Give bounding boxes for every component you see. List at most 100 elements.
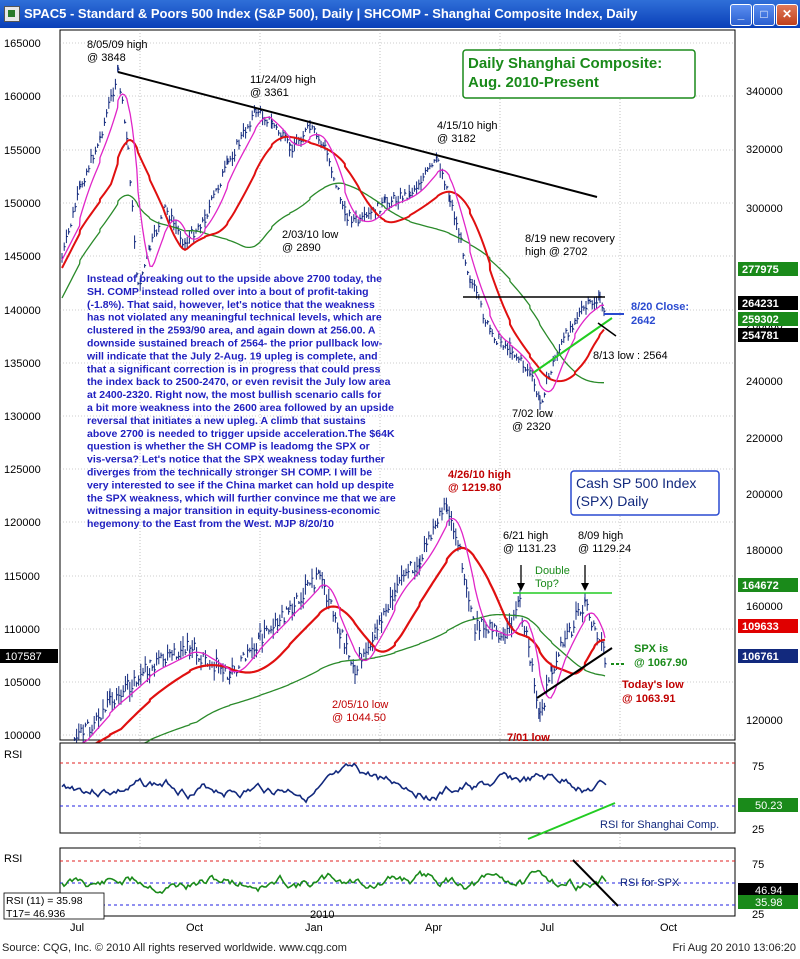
spx-ma-fast (69, 517, 606, 751)
rsi-shanghai-note: RSI for Shanghai Comp. (600, 819, 719, 831)
chart-area: 165000 160000 155000 150000 145000 140000 1350… (0, 28, 800, 938)
price-bar-tick (322, 144, 325, 147)
price-bar-tick (247, 649, 250, 652)
rsi-shanghai-tag (738, 798, 798, 812)
left-tick-label: 100000 (4, 730, 41, 742)
price-bar-tick (476, 291, 479, 294)
price-bar-tick (556, 660, 559, 663)
window-title: SPAC5 - Standard & Poors 500 Index (S&P … (24, 6, 638, 21)
price-bar-tick (404, 191, 407, 195)
price-bar-tick (104, 121, 107, 124)
price-bar-tick (127, 147, 130, 149)
price-bar-tick (151, 666, 155, 669)
year-label: 2010 (310, 909, 334, 921)
price-bar-tick (584, 599, 587, 601)
left-tick-label: 115000 (4, 571, 40, 583)
annotation-spx-now: SPX is @ 1067.90 (634, 643, 688, 669)
left-axis: 165000 160000 155000 150000 145000 140000 1350… (4, 38, 41, 742)
price-bar-tick (431, 164, 434, 167)
price-bar-tick (124, 121, 127, 124)
annotation-high-apr: 4/15/10 high @ 3182 (437, 120, 498, 145)
maximize-button[interactable]: □ (753, 4, 775, 26)
price-bar-tick (576, 317, 580, 320)
price-bar-tick (453, 530, 456, 533)
price-bar-tick (229, 671, 232, 674)
price-bar-tick (487, 320, 490, 323)
price-bar-tick (106, 112, 109, 114)
annotation-double-top: Double Top? (535, 565, 570, 590)
price-bar-tick (77, 192, 80, 196)
annotation-close: 8/20 Close: 2642 (631, 301, 689, 327)
rsi-spx-tick: 75 (752, 859, 764, 871)
price-bar-tick (435, 524, 438, 527)
price-bar-tick (476, 619, 479, 622)
minimize-button[interactable]: _ (730, 4, 752, 26)
right-tick-label: 160000 (746, 601, 783, 613)
price-bar-tick (572, 327, 575, 330)
price-bar-tick (368, 646, 370, 649)
price-bar-tick (76, 736, 79, 739)
arrow-jun-head (517, 583, 525, 591)
price-bar-tick (142, 671, 145, 674)
main-panel-frame (59, 29, 736, 741)
left-tick-label: 120000 (4, 517, 41, 529)
arrow-aug-head (581, 583, 589, 591)
price-bar-tick (236, 671, 239, 674)
commentary-text: Instead of breaking out to the upside ab… (86, 273, 396, 530)
price-bar-tick (387, 608, 391, 611)
price-bar-tick (185, 651, 187, 654)
price-bar-tick (550, 371, 553, 374)
price-tag (738, 578, 798, 592)
price-bar-tick (387, 202, 389, 204)
low-pointer (597, 322, 617, 337)
price-bar-tick (68, 230, 71, 233)
price-bar-tick (148, 245, 151, 248)
rsi-spx-legend: RSI (11) = 35.98 (6, 895, 83, 907)
right-tick-label: 340000 (746, 86, 783, 98)
price-bar-tick (601, 306, 605, 309)
price-bar-tick (428, 534, 431, 537)
app-icon[interactable] (4, 6, 20, 22)
price-bar-tick (118, 694, 121, 697)
price-bar-tick (372, 640, 375, 642)
spx-support-line (536, 647, 613, 699)
price-tag-label: 106761 (742, 651, 779, 663)
price-bar-tick (365, 651, 368, 654)
price-bar-tick (291, 150, 294, 153)
price-bar-tick (335, 617, 338, 619)
price-bar-tick (204, 214, 207, 216)
rsi-spx-note: RSI for SPX (620, 877, 680, 889)
close-button[interactable]: ✕ (776, 4, 798, 26)
price-bar-tick (215, 188, 218, 191)
price-bar-tick (502, 346, 505, 348)
price-bar-tick (257, 111, 261, 114)
price-bar-tick (200, 226, 203, 230)
price-bar-tick (328, 598, 331, 601)
right-tick-label: 300000 (746, 203, 783, 215)
price-bar-tick (329, 160, 332, 163)
price-bar-tick (138, 678, 141, 681)
left-tick-label: 125000 (4, 464, 41, 476)
price-bar-tick (560, 641, 563, 644)
price-bar-tick (264, 627, 267, 630)
price-bar-tick (309, 128, 312, 131)
price-bar-tick (178, 229, 180, 232)
price-bar-tick (518, 358, 521, 361)
price-bar-tick (427, 168, 430, 170)
price-bar-tick (298, 602, 301, 604)
price-bar-tick (302, 597, 305, 600)
price-bar-tick (134, 240, 137, 243)
rsi-shanghai-trend (527, 802, 616, 840)
price-bar-tick (460, 237, 463, 240)
price-bar-tick (567, 335, 570, 337)
price-bar-tick (591, 303, 594, 306)
price-bar-tick (390, 595, 393, 598)
price-bar-tick (116, 693, 119, 696)
annotation-high-nov: 11/24/09 high @ 3361 (250, 74, 316, 99)
price-bar-tick (411, 192, 414, 194)
price-bar-tick (197, 225, 201, 228)
price-bar-tick (305, 128, 308, 131)
price-bar-tick (420, 181, 423, 184)
window-titlebar: SPAC5 - Standard & Poors 500 Index (S&P … (0, 0, 800, 28)
source-text: Source: CQG, Inc. © 2010 All rights rese… (2, 942, 347, 954)
